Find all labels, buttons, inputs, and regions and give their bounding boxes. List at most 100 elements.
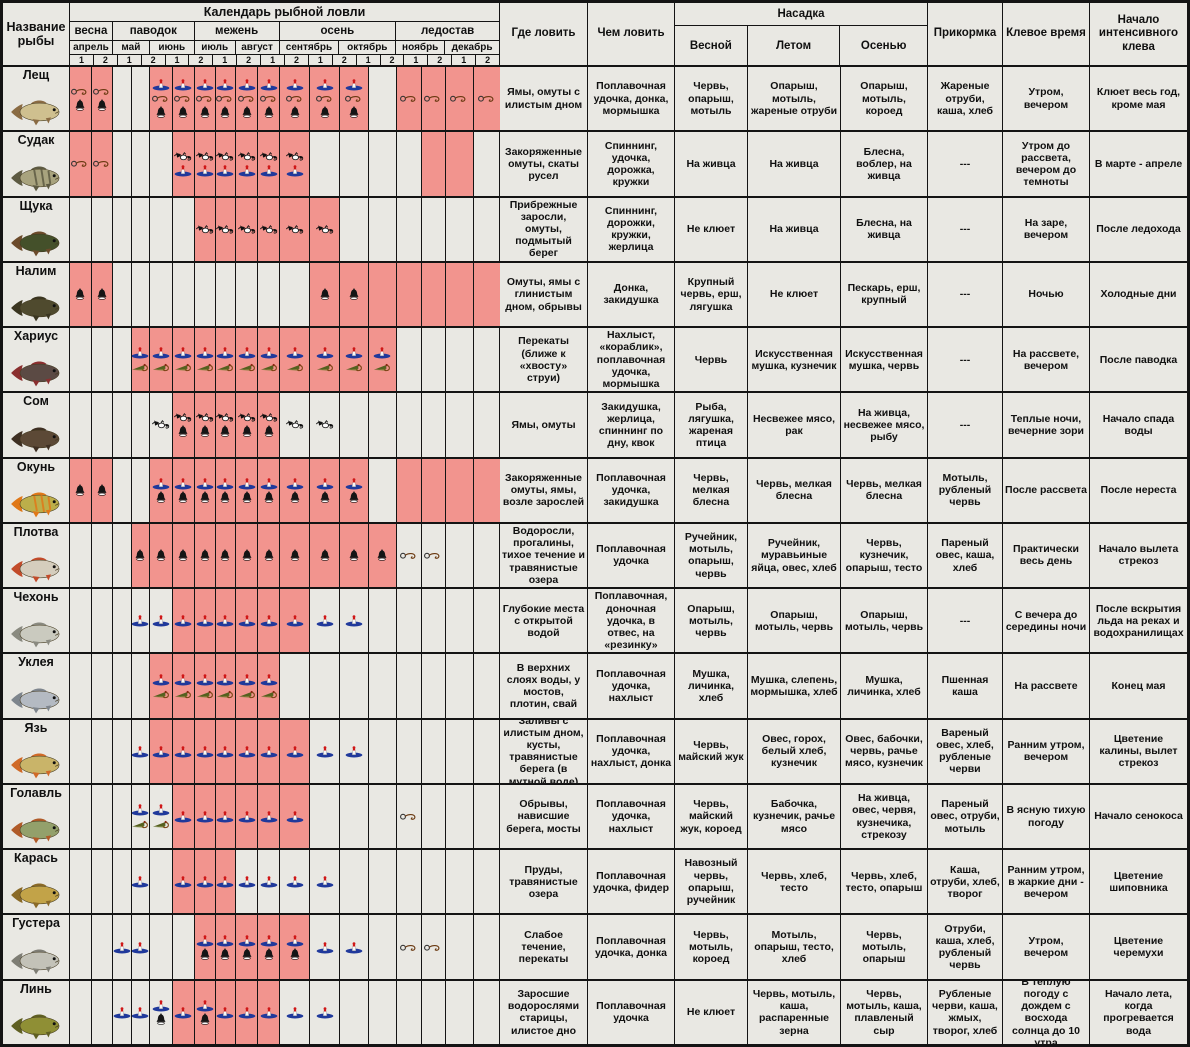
bell-icon	[344, 549, 364, 562]
calendar-cell	[280, 980, 310, 1044]
float-icon	[344, 941, 364, 954]
month-group	[280, 197, 340, 261]
calendar-cell	[70, 915, 92, 979]
float-icon	[285, 78, 305, 91]
calendar-cells	[70, 393, 500, 457]
calendar-cell	[258, 132, 280, 196]
calendar-cell	[173, 915, 195, 979]
spinner-icon	[315, 223, 335, 236]
month-group	[340, 67, 397, 131]
float-icon	[237, 614, 257, 627]
month-group	[236, 719, 280, 783]
float-icon	[285, 745, 305, 758]
float-icon	[315, 614, 335, 627]
calendar-cell	[280, 67, 310, 131]
spinner-icon	[195, 150, 215, 163]
month-group	[113, 654, 150, 718]
cell-autumn: Червь, кузнечик, опарыш, тесто	[841, 523, 928, 588]
half-label: 1	[452, 55, 477, 65]
calendar-cell	[113, 132, 132, 196]
month-group	[113, 915, 150, 979]
calendar-cell	[113, 589, 132, 653]
calendar-cell	[310, 67, 340, 131]
cell-time: Утром, вечером	[1003, 67, 1090, 131]
cell-summer: Не клюет	[748, 262, 841, 327]
table-row-Окунь: Окунь Закоряженные омуты, ямы, возле заро…	[3, 458, 1187, 524]
cell-autumn: Искусственная мушка, червь	[841, 328, 928, 392]
cell-summer: Ручейник, муравьиные яйца, овес, хлеб	[748, 523, 841, 588]
float-icon	[195, 934, 215, 947]
calendar-cell	[172, 67, 195, 131]
float-icon	[285, 164, 305, 177]
month-group	[150, 850, 195, 914]
float-icon	[216, 614, 236, 627]
month-group	[195, 132, 236, 196]
calendar-cell	[92, 850, 113, 914]
fish-cell: Окунь	[3, 458, 70, 522]
bell-icon	[70, 99, 90, 112]
fly-icon	[259, 687, 279, 700]
calendar-cell	[369, 850, 397, 914]
month-6: сентябрь	[280, 40, 340, 54]
cell-start: Цветение калины, вылет стрекоз	[1099, 733, 1178, 770]
bell-icon	[216, 948, 236, 961]
calendar-cell	[446, 784, 474, 849]
half-label: 2	[189, 55, 214, 65]
float-icon	[237, 1006, 257, 1019]
calendar-cell	[446, 67, 474, 131]
calendar-cell	[421, 458, 446, 522]
cell-spring: Червь, мелкая блесна	[675, 458, 748, 522]
float-icon	[195, 745, 215, 758]
float-icon	[285, 477, 305, 490]
float-icon	[151, 78, 171, 91]
float-icon	[173, 346, 193, 359]
month-group	[70, 458, 113, 522]
calendar-cell	[150, 262, 173, 327]
month-1: апрель	[70, 40, 113, 54]
calendar-cell	[150, 523, 173, 588]
calendar-cell	[113, 654, 132, 718]
calendar-cell	[446, 523, 474, 588]
calendar-cell	[172, 654, 195, 718]
calendar-cell	[258, 719, 280, 783]
cell-spring: Червь, майский жук	[675, 719, 748, 783]
fly-icon	[151, 360, 171, 373]
bell-icon	[285, 948, 305, 961]
cell-where: Перекаты (ближе к «хвосту» струи)	[500, 328, 588, 392]
float-icon	[259, 934, 279, 947]
calendar-cell	[422, 328, 446, 392]
calendar-cell	[113, 980, 132, 1044]
calendar-cell	[258, 262, 280, 327]
fish-image	[11, 492, 60, 518]
calendar-cell	[195, 980, 216, 1044]
half-label: 1	[404, 55, 429, 65]
fish-name: Голавль	[10, 785, 62, 800]
hook-icon	[399, 549, 419, 562]
calendar-cell	[92, 980, 113, 1044]
fly-icon	[132, 360, 150, 373]
fish-cell: Голавль	[3, 784, 70, 849]
month-group	[70, 328, 113, 392]
calendar-cell	[131, 980, 150, 1044]
hook-icon	[344, 92, 364, 105]
calendar-cell	[150, 654, 173, 718]
calendar-cell	[421, 132, 446, 196]
calendar-cell	[70, 523, 92, 588]
cell-start: После вскрытия льда на реках и водохрани…	[1093, 602, 1184, 639]
calendar-cell	[369, 197, 397, 261]
calendar-cell	[113, 523, 132, 588]
float-icon	[173, 164, 193, 177]
month-group	[446, 197, 500, 261]
float-icon	[259, 346, 279, 359]
float-icon	[131, 1006, 150, 1019]
float-icon	[259, 875, 279, 888]
calendar-cell	[474, 850, 501, 913]
table-row-Уклея: Уклея В верхних слоях воды, у мостов, пло…	[3, 654, 1187, 720]
month-group	[70, 719, 113, 783]
cell-summer: Искусственная мушка, кузнечик	[748, 328, 841, 392]
header-bait-autumn: Осенью	[860, 39, 907, 52]
fish-image	[11, 231, 60, 257]
calendar-cell	[131, 784, 150, 849]
month-group	[113, 132, 150, 196]
header-bite-start: Начало интенсивного клева	[1098, 14, 1179, 53]
